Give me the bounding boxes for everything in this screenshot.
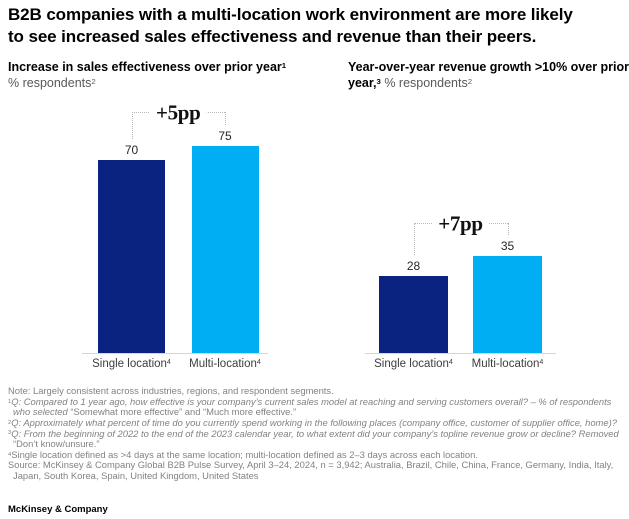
delta-annotation: +5pp (149, 100, 207, 126)
bar-value-label: 75 (218, 129, 232, 143)
footnote: 4Single location defined as >4 days at t… (8, 448, 478, 460)
right-chart-title-bold: Year-over-year revenue growth >10% over … (348, 60, 629, 91)
left-chart-title: Increase in sales effectiveness over pri… (8, 59, 328, 92)
axis-baseline (82, 353, 268, 354)
bar-value-label: 35 (500, 239, 515, 253)
right-chart-title: Year-over-year revenue growth >10% over … (348, 59, 629, 92)
right-chart-unit-label: % respondents2 (384, 76, 473, 91)
bar-multi-location (191, 146, 259, 353)
bracket-drop-line (413, 223, 415, 255)
delta-annotation: +7pp (432, 211, 489, 237)
left-chart-unit-label: % respondents2 (8, 76, 96, 91)
delta-bracket: +7pp (413, 211, 508, 237)
axis-baseline (365, 353, 556, 354)
category-label: Multi-location4 (189, 357, 261, 370)
bracket-drop-line (225, 112, 226, 125)
category-label: Multi-location4 (471, 357, 544, 370)
footnote: 2Q: Approximately what percent of time d… (8, 416, 617, 428)
category-label: Single location4 (92, 357, 171, 370)
mckinsey-logo: McKinsey & Company (8, 504, 108, 515)
bar-single-location (379, 276, 448, 353)
bracket-drop-line (507, 223, 509, 235)
footnote: Source: McKinsey & Company Global B2B Pu… (8, 459, 614, 481)
footnote: 1Q: Compared to 1 year ago, how effectiv… (8, 395, 612, 418)
left-chart-title-bold: Increase in sales effectiveness over pri… (8, 60, 287, 74)
category-label: Single location4 (374, 357, 453, 370)
delta-bracket: +5pp (131, 100, 225, 126)
bracket-drop-line (131, 112, 133, 139)
bar-value-label: 70 (124, 143, 139, 157)
exhibit-title: B2B companies with a multi-location work… (8, 5, 573, 46)
bar-single-location (98, 160, 165, 353)
bar-value-label: 28 (406, 259, 421, 273)
bar-multi-location (473, 256, 542, 353)
footnote: Note: Largely consistent across industri… (8, 385, 334, 396)
footnotes: Note: Largely consistent across industri… (8, 385, 622, 482)
footnote: 3Q: From the beginning of 2022 to the en… (8, 427, 619, 450)
